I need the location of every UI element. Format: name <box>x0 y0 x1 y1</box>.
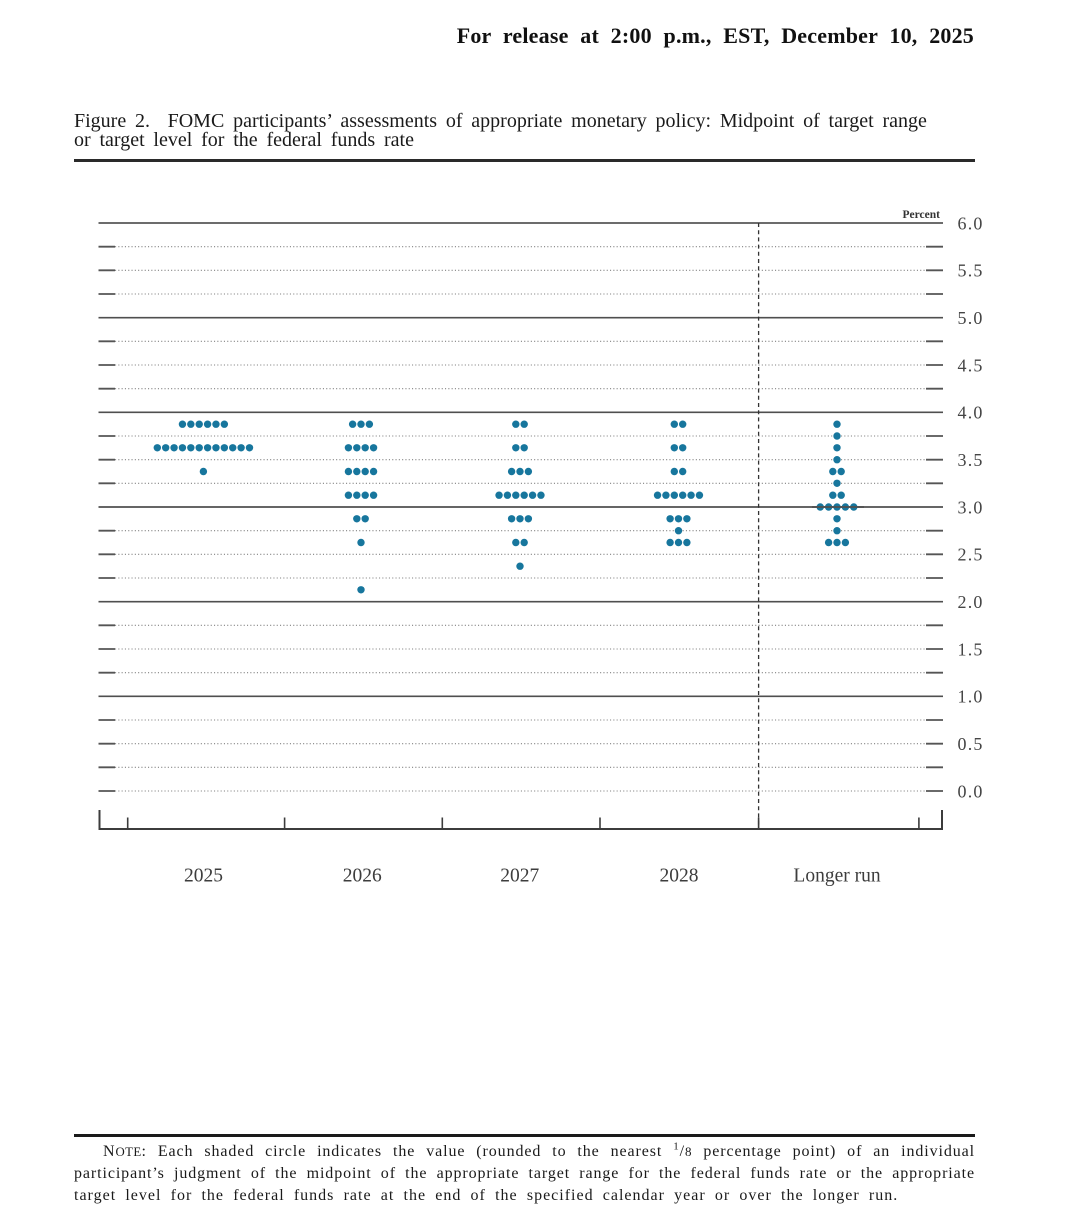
svg-text:2025: 2025 <box>184 866 223 887</box>
svg-text:1.0: 1.0 <box>958 687 984 707</box>
svg-text:4.0: 4.0 <box>958 403 984 423</box>
svg-text:2.0: 2.0 <box>958 592 984 612</box>
svg-text:5.0: 5.0 <box>958 308 984 328</box>
svg-text:3.5: 3.5 <box>958 450 984 470</box>
svg-text:2027: 2027 <box>500 866 539 887</box>
svg-text:5.5: 5.5 <box>958 261 984 281</box>
svg-text:0.5: 0.5 <box>958 734 984 754</box>
svg-text:4.5: 4.5 <box>958 355 984 375</box>
svg-text:1.5: 1.5 <box>958 639 984 659</box>
svg-text:3.0: 3.0 <box>958 497 984 517</box>
svg-text:2.5: 2.5 <box>958 545 984 565</box>
svg-text:2028: 2028 <box>660 866 699 887</box>
svg-text:Longer run: Longer run <box>793 866 880 887</box>
svg-text:Percent: Percent <box>903 209 941 221</box>
svg-text:0.0: 0.0 <box>958 781 984 801</box>
svg-text:6.0: 6.0 <box>958 213 984 233</box>
svg-text:2026: 2026 <box>343 866 382 887</box>
